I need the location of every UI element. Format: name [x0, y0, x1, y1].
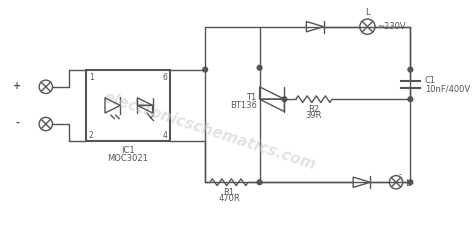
Text: L: L: [365, 8, 370, 17]
Circle shape: [282, 98, 287, 102]
Text: C1: C1: [425, 76, 436, 85]
Text: 4: 4: [162, 131, 167, 140]
Text: R1: R1: [224, 187, 235, 196]
Text: -: -: [15, 118, 19, 128]
Text: 470R: 470R: [218, 193, 240, 202]
Text: 1: 1: [89, 72, 93, 81]
Circle shape: [257, 180, 262, 185]
Text: R2: R2: [309, 104, 319, 114]
Text: 39R: 39R: [306, 110, 322, 119]
Circle shape: [408, 98, 413, 102]
Text: 10nF/400V: 10nF/400V: [425, 84, 470, 93]
Text: electronicschematics.com: electronicschematics.com: [102, 89, 318, 172]
Text: BT136: BT136: [230, 101, 257, 110]
Text: T1: T1: [246, 92, 257, 102]
Circle shape: [408, 180, 413, 185]
Text: MOC3021: MOC3021: [108, 153, 148, 162]
Text: IC1: IC1: [121, 146, 135, 154]
Text: -: -: [399, 170, 401, 179]
Circle shape: [203, 68, 208, 73]
Text: +: +: [13, 80, 21, 90]
Text: L: L: [405, 178, 410, 187]
Circle shape: [257, 66, 262, 71]
Text: ~230V: ~230V: [377, 22, 406, 31]
Text: 2: 2: [89, 131, 93, 140]
Bar: [86, 70, 170, 142]
Circle shape: [408, 68, 413, 73]
Text: 6: 6: [162, 72, 167, 81]
